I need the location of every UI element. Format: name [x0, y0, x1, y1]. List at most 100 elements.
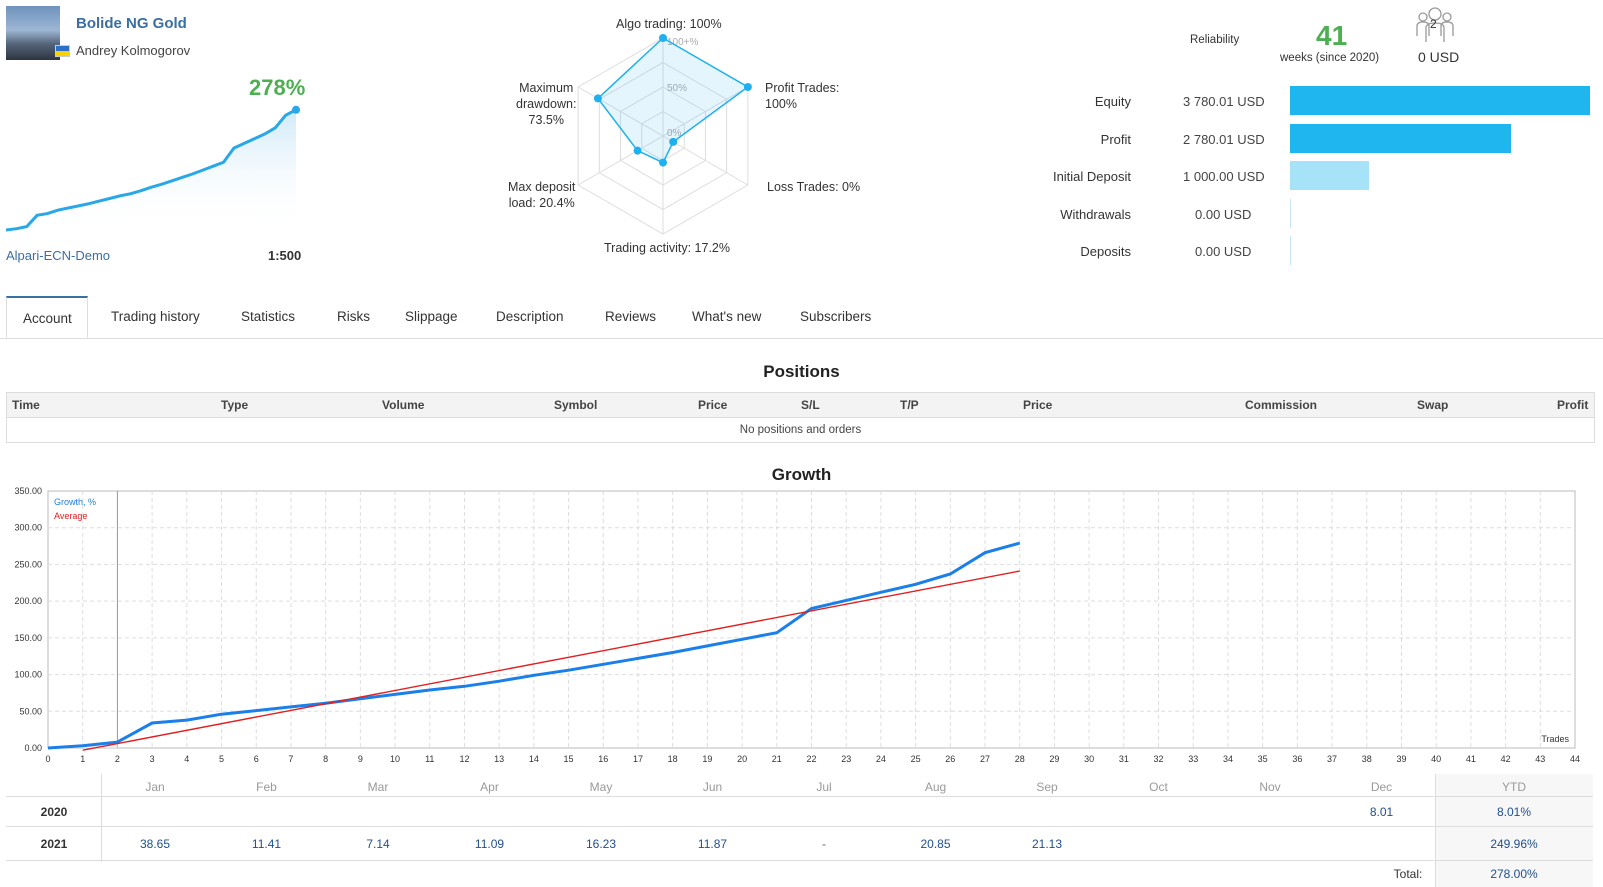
- x-tick-label: 39: [1396, 754, 1406, 764]
- col-type[interactable]: Type: [221, 398, 249, 412]
- radar-label-activity: Trading activity: 17.2%: [604, 241, 730, 255]
- x-tick-label: 27: [980, 754, 990, 764]
- month-value[interactable]: 20.85: [920, 837, 951, 851]
- radar-axis: [662, 86, 749, 137]
- tab-subscribers[interactable]: Subscribers: [800, 309, 872, 324]
- col-tp[interactable]: T/P: [900, 398, 919, 412]
- x-tick-label: 42: [1501, 754, 1511, 764]
- month-header: Jul: [816, 780, 832, 794]
- table-divider: [6, 860, 1593, 861]
- x-tick-label: 24: [876, 754, 886, 764]
- positions-title: Positions: [763, 362, 840, 381]
- tab-account[interactable]: Account: [6, 296, 88, 338]
- radar-ring-label: 100+%: [667, 37, 699, 48]
- col-price[interactable]: Price: [698, 398, 728, 412]
- x-tick-label: 29: [1049, 754, 1059, 764]
- country-flag-icon: [55, 45, 70, 57]
- table-divider: [6, 826, 1593, 827]
- tab-risks[interactable]: Risks: [337, 309, 370, 324]
- y-tick-label: 200.00: [14, 596, 42, 606]
- month-value[interactable]: 7.14: [366, 837, 390, 851]
- subscribers-icon[interactable]: 2: [1415, 6, 1455, 44]
- month-value[interactable]: 11.09: [474, 837, 505, 851]
- col-profit[interactable]: Profit: [1557, 398, 1589, 412]
- radar-label-drawdown: Maximum drawdown: 73.5%: [516, 81, 577, 127]
- subscribers-count: 2: [1430, 17, 1437, 31]
- leverage: 1:500: [268, 248, 302, 263]
- x-tick-label: 10: [390, 754, 400, 764]
- month-value[interactable]: 8.01: [1369, 805, 1394, 819]
- x-tick-label: 5: [219, 754, 224, 764]
- positions-empty: No positions and orders: [739, 424, 862, 436]
- x-tick-label: 23: [841, 754, 851, 764]
- x-tick-label: 34: [1223, 754, 1233, 764]
- tab-trading-history[interactable]: Trading history: [111, 309, 200, 324]
- equity-label: Initial Deposit: [1052, 169, 1131, 184]
- radar-axis: [662, 135, 749, 186]
- x-tick-label: 11: [425, 754, 434, 764]
- month-header: Oct: [1149, 780, 1168, 794]
- author-name[interactable]: Andrey Kolmogorov: [76, 43, 191, 58]
- x-tick-label: 8: [323, 754, 328, 764]
- growth-percent: 278%: [249, 75, 306, 100]
- col-sl[interactable]: S/L: [801, 398, 820, 412]
- tab-reviews[interactable]: Reviews: [605, 309, 657, 324]
- table-divider: [101, 774, 102, 862]
- col-symbol[interactable]: Symbol: [554, 398, 598, 412]
- y-tick-label: 100.00: [14, 670, 42, 680]
- x-tick-label: 41: [1466, 754, 1476, 764]
- month-value[interactable]: 11.87: [697, 837, 728, 851]
- x-tick-label: 25: [911, 754, 921, 764]
- month-header: Feb: [256, 780, 277, 794]
- tab-description[interactable]: Description: [496, 309, 564, 324]
- signal-name[interactable]: Bolide NG Gold: [76, 15, 187, 32]
- radar-label-algo: Algo trading: 100%: [616, 17, 722, 31]
- growth-chart: 0.00 50.00 100.00 150.00 200.00 250.00 300.00 3…: [14, 486, 1580, 764]
- col-time[interactable]: Time: [12, 398, 40, 412]
- month-value[interactable]: 38.65: [139, 837, 171, 851]
- radar-chart: 100+% 50% 0%: [577, 34, 752, 235]
- col-price-current[interactable]: Price: [1023, 398, 1053, 412]
- month-value[interactable]: 21.13: [1031, 837, 1063, 851]
- mini-growth-chart: [6, 105, 300, 232]
- x-tick-label: 3: [150, 754, 155, 764]
- col-swap[interactable]: Swap: [1417, 398, 1449, 412]
- month-header: Jun: [702, 780, 723, 794]
- tab-slippage[interactable]: Slippage: [405, 309, 458, 324]
- equity-bar: [1290, 161, 1370, 190]
- month-header: Mar: [367, 780, 389, 794]
- month-header: Sep: [1036, 780, 1058, 794]
- radar-value-point: [633, 146, 642, 155]
- avatar[interactable]: [6, 6, 60, 60]
- x-tick-label: 20: [737, 754, 747, 764]
- x-tick-label: 2: [115, 754, 120, 764]
- tab-whats-new[interactable]: What's new: [692, 309, 762, 324]
- radar-value-point: [659, 34, 667, 42]
- tab-statistics[interactable]: Statistics: [241, 309, 296, 324]
- equity-label: Deposits: [1080, 244, 1131, 259]
- month-header: Dec: [1370, 780, 1393, 794]
- x-tick-label: 31: [1119, 754, 1129, 764]
- growth-title: Growth: [771, 465, 832, 484]
- month-value[interactable]: -: [822, 837, 826, 851]
- x-tick-label: 36: [1292, 754, 1302, 764]
- equity-bar: [1290, 86, 1590, 115]
- col-commission[interactable]: Commission: [1245, 398, 1318, 412]
- year-label: 2020: [40, 805, 68, 819]
- x-tick-label: 18: [668, 754, 678, 764]
- col-volume[interactable]: Volume: [382, 398, 425, 412]
- legend-growth: Growth, %: [54, 497, 96, 507]
- month-value[interactable]: 16.23: [585, 837, 617, 851]
- radar-label-deposit-load: Max deposit load: 20.4%: [508, 180, 576, 210]
- x-tick-label: 15: [564, 754, 574, 764]
- radar-value-point: [669, 137, 678, 146]
- y-tick-label: 150.00: [14, 633, 42, 643]
- radar-axis: [577, 135, 664, 186]
- y-tick-label: 300.00: [14, 523, 42, 533]
- equity-label: Profit: [1100, 131, 1131, 147]
- x-tick-label: 21: [772, 754, 782, 764]
- broker-name[interactable]: Alpari-ECN-Demo: [6, 248, 111, 263]
- x-tick-label: 37: [1327, 754, 1337, 764]
- month-value[interactable]: 11.41: [251, 837, 282, 851]
- y-tick-label: 350.00: [14, 486, 42, 496]
